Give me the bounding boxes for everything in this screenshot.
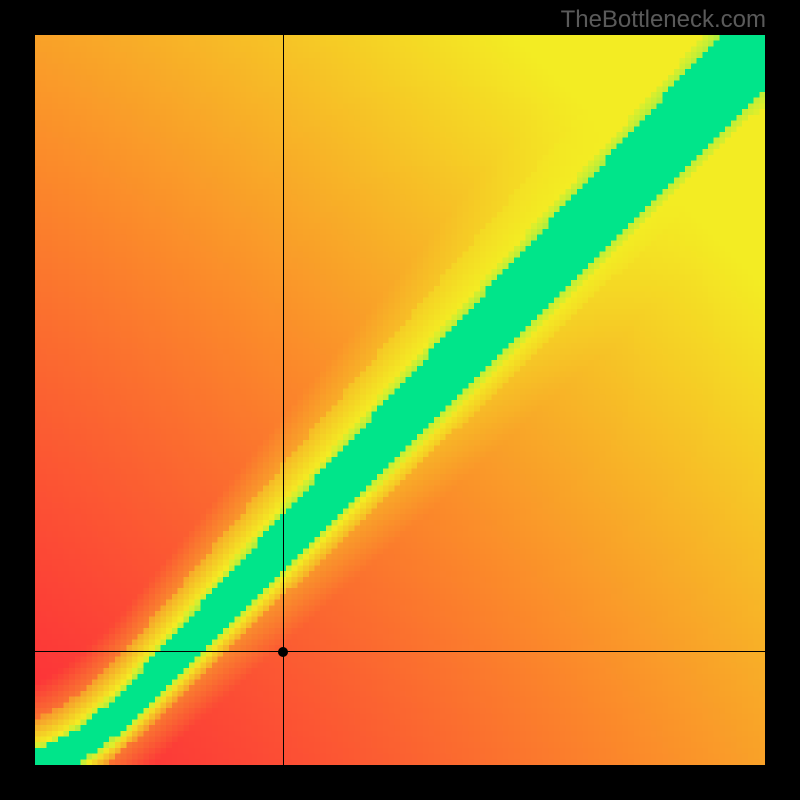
bottleneck-heatmap	[35, 35, 765, 765]
selected-point-marker	[278, 647, 288, 657]
chart-container: TheBottleneck.com	[0, 0, 800, 800]
crosshair-horizontal	[35, 651, 765, 652]
watermark-text: TheBottleneck.com	[561, 6, 766, 34]
